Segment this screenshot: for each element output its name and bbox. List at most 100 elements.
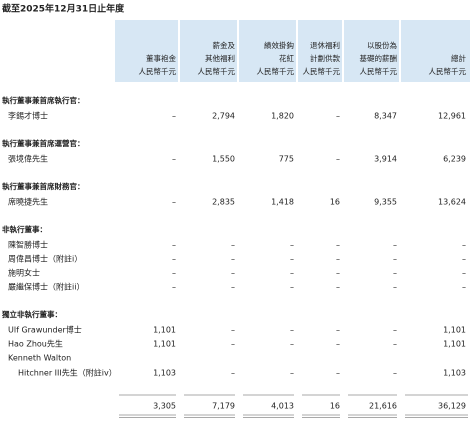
column-header: 以股份為 <box>367 40 397 50</box>
row-name: 李錫才博士 <box>8 111 48 121</box>
cell: 1,820 <box>271 112 294 121</box>
cell: – <box>231 269 235 278</box>
cell: 1,550 <box>212 155 235 164</box>
cell: – <box>290 255 294 264</box>
cell: 12,961 <box>438 112 466 121</box>
cell: – <box>231 241 235 250</box>
row-name: 陳智勝博士 <box>8 240 48 250</box>
total-cell: 4,013 <box>271 402 294 411</box>
column-header: 計劃供款 <box>310 53 340 63</box>
cell: – <box>290 340 294 349</box>
cell: – <box>172 283 176 292</box>
cell: 775 <box>279 155 294 164</box>
cell: – <box>172 155 176 164</box>
cell: – <box>290 326 294 335</box>
cell: 1,101 <box>443 326 466 335</box>
cell: 6,239 <box>443 155 466 164</box>
total-cell: 36,129 <box>438 402 466 411</box>
row-name: 周偉昌博士（附註i） <box>8 254 82 264</box>
cell: – <box>172 269 176 278</box>
cell: – <box>336 326 340 335</box>
cell: – <box>290 369 294 378</box>
cell: – <box>172 198 176 207</box>
cell: 1,101 <box>153 326 176 335</box>
cell: – <box>231 326 235 335</box>
cell: – <box>462 241 466 250</box>
cell: – <box>172 112 176 121</box>
cell: – <box>172 241 176 250</box>
column-header: 人民幣千元 <box>360 66 398 76</box>
cell: – <box>462 283 466 292</box>
column-header: 退休福利 <box>310 40 340 50</box>
cell: – <box>231 283 235 292</box>
header-cell <box>239 20 296 82</box>
cell: 2,835 <box>212 198 235 207</box>
row-name: 嚴繼保博士（附註ii） <box>8 282 84 292</box>
row-name: Hitchner III先生（附註iv） <box>18 368 117 378</box>
column-header: 人民幣千元 <box>198 66 236 76</box>
cell: 1,103 <box>443 369 466 378</box>
cell: 13,624 <box>438 198 466 207</box>
cell: – <box>462 269 466 278</box>
column-header: 董事袍金 <box>146 53 176 63</box>
cell: 2,794 <box>212 112 235 121</box>
cell: 9,355 <box>374 198 397 207</box>
total-cell: 7,179 <box>212 402 235 411</box>
row-name: Kenneth Walton <box>8 354 71 363</box>
cell: – <box>393 283 397 292</box>
cell: – <box>336 112 340 121</box>
cell: – <box>393 241 397 250</box>
cell: 1,101 <box>153 340 176 349</box>
title: 截至2025年12月31日止年度 <box>2 3 125 15</box>
cell: – <box>462 255 466 264</box>
cell: – <box>393 255 397 264</box>
cell: – <box>336 283 340 292</box>
cell: – <box>336 255 340 264</box>
cell: 1,101 <box>443 340 466 349</box>
cell: – <box>336 155 340 164</box>
column-header: 花紅 <box>279 53 294 63</box>
cell: 8,347 <box>374 112 397 121</box>
header-cell <box>401 20 470 82</box>
cell: 1,103 <box>153 369 176 378</box>
section-heading: 獨立非執行董事： <box>1 309 62 319</box>
cell: – <box>393 369 397 378</box>
row-name: 席曉捷先生 <box>8 197 48 207</box>
column-header: 基礎的薪酬 <box>360 53 398 63</box>
column-header: 總計 <box>451 53 466 63</box>
column-header: 薪金及 <box>213 40 236 50</box>
row-name: 張境偉先生 <box>8 154 48 164</box>
column-header: 人民幣千元 <box>303 66 341 76</box>
cell: – <box>172 255 176 264</box>
row-name: Ulf Grawunder博士 <box>8 325 82 335</box>
row-name: 施明女士 <box>8 268 40 278</box>
section-heading: 執行董事兼首席運營官： <box>2 138 85 148</box>
cell: – <box>290 241 294 250</box>
cell: 3,914 <box>374 155 397 164</box>
header-cell <box>344 20 399 82</box>
column-header: 人民幣千元 <box>139 66 177 76</box>
header-cell <box>115 20 178 82</box>
cell: – <box>336 369 340 378</box>
cell: – <box>231 255 235 264</box>
cell: – <box>290 283 294 292</box>
section-heading: 非執行董事： <box>2 224 47 234</box>
cell: – <box>393 326 397 335</box>
cell: – <box>290 269 294 278</box>
header-cell <box>180 20 237 82</box>
column-header: 績效掛鈎 <box>264 40 294 50</box>
cell: 16 <box>330 198 340 207</box>
cell: – <box>393 269 397 278</box>
total-cell: 21,616 <box>369 402 397 411</box>
header-cell <box>298 20 342 82</box>
cell: – <box>336 269 340 278</box>
section-heading: 執行董事兼首席財務官： <box>2 181 85 191</box>
cell: – <box>393 340 397 349</box>
section-heading: 執行董事兼首席執行官： <box>2 95 85 105</box>
cell: – <box>231 340 235 349</box>
column-header: 其他福利 <box>205 53 235 63</box>
total-cell: 3,305 <box>153 402 176 411</box>
column-header: 人民幣千元 <box>429 66 467 76</box>
row-name: Hao Zhou先生 <box>8 339 63 349</box>
